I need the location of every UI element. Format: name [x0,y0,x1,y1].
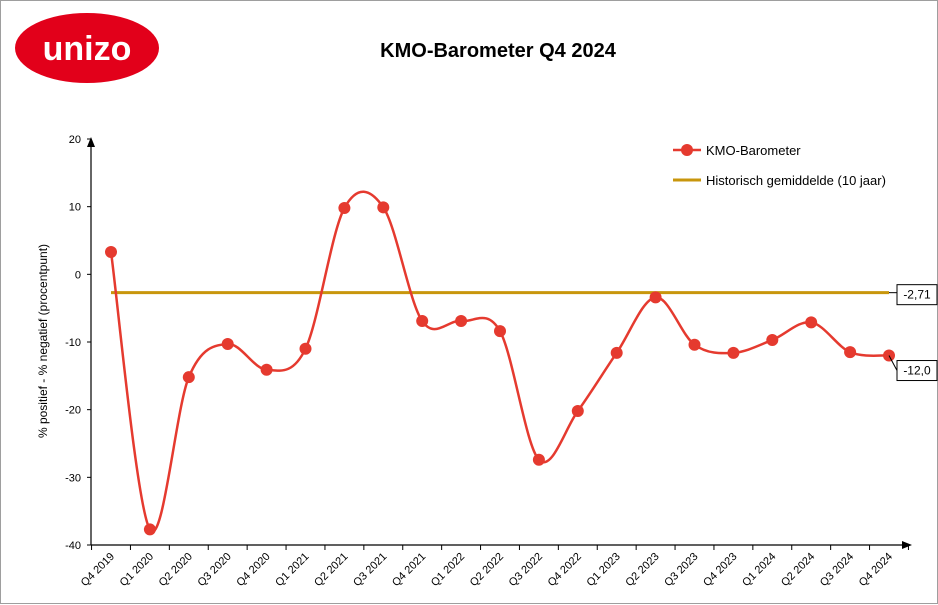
data-point [727,346,740,359]
y-tick-label: -40 [65,540,81,552]
y-axis-arrow-icon [87,137,95,147]
logo-ellipse [15,13,159,83]
x-tick-label: Q2 2023 [623,551,661,589]
data-point [105,246,117,259]
y-tick-label: 0 [75,269,81,281]
data-point [416,315,429,328]
callout-box [896,284,938,306]
x-tick-label: Q3 2021 [351,551,389,589]
data-point [844,346,857,359]
data-point [299,342,312,355]
x-tick-label: Q1 2023 [584,551,622,589]
x-tick-label: Q1 2021 [273,551,311,589]
x-axis-arrow-icon [902,541,912,549]
data-point [221,338,234,351]
x-tick-label: Q4 2023 [701,551,739,589]
data-point [688,338,701,351]
y-tick-label: -20 [65,405,81,417]
y-tick-label: -30 [65,472,81,484]
chart-title: KMO-Barometer Q4 2024 [380,40,617,62]
data-point [649,291,662,304]
legend-marker [681,144,693,156]
y-axis-title: % positief - % negatief (procentpunt) [36,244,50,438]
data-point [805,316,818,329]
legend-item-kmo-barometer: KMO-Barometer [673,143,801,158]
callout-label: -12,0 [903,364,931,378]
y-tick-label: 10 [69,202,81,214]
x-tick-label: Q4 2020 [234,551,272,589]
data-point [766,333,779,346]
callout-label: -2,71 [903,288,931,302]
data-point [610,346,623,359]
x-tick-label: Q1 2022 [429,551,467,589]
x-tick-label: Q2 2021 [312,551,350,589]
x-tick-label: Q3 2024 [818,551,856,589]
x-axis-ticks: Q4 2019 Q1 2020 Q2 2020 Q3 2020 Q4 2020 Q1 20… [79,545,909,589]
x-tick-label: Q1 2024 [740,551,778,589]
x-tick-label: Q4 2019 [79,551,117,589]
data-point [260,363,273,376]
data-point [455,315,468,328]
legend-label: Historisch gemiddelde (10 jaar) [706,173,886,188]
series-layer [105,190,895,536]
data-point [571,405,584,418]
x-tick-label: Q2 2024 [779,551,817,589]
x-tick-label: Q4 2022 [546,551,584,589]
legend-label: KMO-Barometer [706,143,801,158]
data-point [532,453,545,466]
x-tick-label: Q2 2020 [157,551,195,589]
x-tick-label: Q4 2021 [390,551,428,589]
legend: KMO-Barometer Historisch gemiddelde (10 … [673,143,886,188]
logo-text: unizo [43,30,132,68]
unizo-logo: unizo [15,13,159,83]
annotation-layer: -2,71 -12,0 [888,284,938,382]
legend-item-historisch-gemiddelde: Historisch gemiddelde (10 jaar) [673,173,886,188]
x-tick-label: Q2 2022 [468,551,506,589]
y-axis-ticks: 20 10 0 -10 -20 -30 -40 [65,134,91,552]
y-tick-label: -10 [65,337,81,349]
callout-leader [888,355,898,371]
x-tick-label: Q3 2022 [507,551,545,589]
x-tick-label: Q3 2020 [195,551,233,589]
data-point [494,325,506,338]
x-tick-label: Q3 2023 [662,551,700,589]
data-point [338,202,351,215]
data-point [182,371,195,384]
series-line-kmo-barometer [109,190,890,533]
callout-box [896,360,938,382]
x-tick-label: Q1 2020 [118,551,156,589]
data-point [377,201,390,214]
data-point [143,523,156,536]
y-tick-label: 20 [69,134,81,146]
x-tick-label: Q4 2024 [857,551,895,589]
